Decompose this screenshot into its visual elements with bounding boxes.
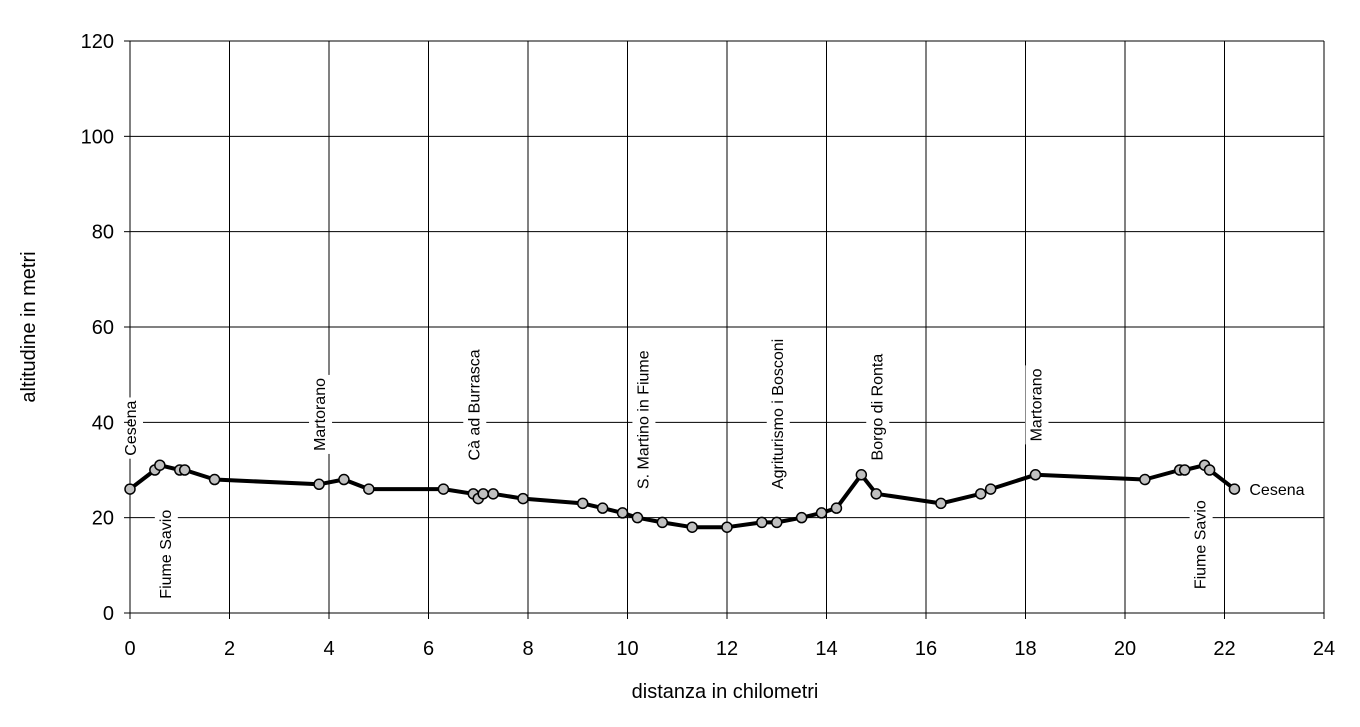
data-point bbox=[437, 483, 450, 495]
annotation-label: Fiume Savio bbox=[158, 510, 175, 599]
data-point bbox=[124, 483, 136, 495]
y-tick-label: 80 bbox=[92, 222, 114, 244]
data-point bbox=[487, 488, 499, 500]
x-tick-label: 2 bbox=[224, 638, 235, 660]
data-point bbox=[935, 497, 947, 510]
annotation-background bbox=[1246, 479, 1308, 503]
data-point bbox=[1228, 483, 1241, 495]
x-tick-label: 0 bbox=[124, 638, 135, 660]
data-point bbox=[984, 483, 997, 495]
data-point bbox=[795, 511, 808, 524]
annotations: Cesena Fiume Savio Martorano Cà ad Burrasca… bbox=[120, 335, 1308, 602]
x-tick-label: 4 bbox=[323, 638, 334, 660]
annotation-label: Martorano bbox=[1028, 368, 1045, 441]
x-tick-label: 10 bbox=[616, 638, 638, 660]
annotation-label: Borgo di Ronta bbox=[869, 354, 886, 461]
annotation-background bbox=[120, 397, 143, 459]
annotation-background bbox=[1189, 497, 1213, 593]
annotation-label: Agriturismo i Bosconi bbox=[770, 339, 787, 489]
x-tick-label: 12 bbox=[716, 638, 738, 660]
annotation-background bbox=[632, 347, 656, 493]
y-tick-label: 0 bbox=[103, 603, 114, 625]
data-point bbox=[517, 492, 529, 505]
x-tick-label: 8 bbox=[522, 638, 533, 660]
y-tick-label: 20 bbox=[92, 508, 114, 530]
data-point bbox=[631, 511, 644, 524]
data-point bbox=[855, 469, 868, 481]
y-tick-label: 100 bbox=[81, 126, 114, 148]
data-point bbox=[870, 488, 882, 500]
data-point bbox=[721, 521, 733, 533]
annotation-label: S. Martino in Fiume bbox=[635, 350, 652, 489]
y-axis-label: altitudine in metri bbox=[18, 251, 40, 402]
x-tick-label: 16 bbox=[915, 638, 937, 660]
data-point bbox=[154, 459, 166, 471]
data-point bbox=[208, 473, 221, 486]
data-point bbox=[656, 516, 669, 529]
annotation-label: Fiume Savio bbox=[1193, 500, 1210, 589]
data-point bbox=[756, 516, 768, 529]
data-point bbox=[974, 488, 987, 500]
data-point bbox=[596, 502, 609, 514]
data-point bbox=[178, 464, 191, 476]
data-point bbox=[686, 521, 698, 533]
x-tick-label: 14 bbox=[815, 638, 837, 660]
data-point bbox=[771, 516, 783, 529]
data-point bbox=[313, 478, 325, 491]
data-point bbox=[1178, 464, 1191, 476]
grid bbox=[129, 40, 1325, 614]
data-point bbox=[1203, 464, 1216, 476]
data-point bbox=[363, 483, 375, 495]
annotation-background bbox=[866, 350, 890, 464]
data-point bbox=[1029, 469, 1042, 481]
data-point bbox=[1139, 473, 1151, 486]
annotation-label: Cà ad Burrasca bbox=[466, 349, 483, 460]
x-tick-label: 18 bbox=[1014, 638, 1036, 660]
x-tick-label: 6 bbox=[423, 638, 434, 660]
series bbox=[124, 459, 1241, 533]
y-tick-label: 40 bbox=[92, 412, 114, 434]
annotation-background bbox=[766, 335, 790, 493]
annotation-background bbox=[1025, 365, 1049, 445]
x-tick-label: 24 bbox=[1313, 638, 1335, 660]
data-point bbox=[830, 502, 843, 514]
annotation-label: Martorano bbox=[312, 378, 329, 451]
data-point bbox=[338, 473, 350, 486]
annotation-label: Cesena bbox=[123, 400, 140, 455]
data-point bbox=[815, 507, 828, 519]
annotation-label: Cesena bbox=[1249, 482, 1304, 499]
data-point bbox=[576, 497, 589, 510]
x-tick-label: 22 bbox=[1213, 638, 1235, 660]
y-tick-label: 60 bbox=[92, 317, 114, 339]
data-point bbox=[477, 488, 489, 500]
annotation-background bbox=[154, 506, 178, 602]
x-axis-label: distanza in chilometri bbox=[632, 681, 819, 703]
annotation-background bbox=[463, 346, 487, 464]
annotation-background bbox=[309, 374, 333, 454]
data-point bbox=[616, 507, 629, 519]
x-tick-label: 20 bbox=[1114, 638, 1136, 660]
y-tick-label: 120 bbox=[81, 31, 114, 53]
